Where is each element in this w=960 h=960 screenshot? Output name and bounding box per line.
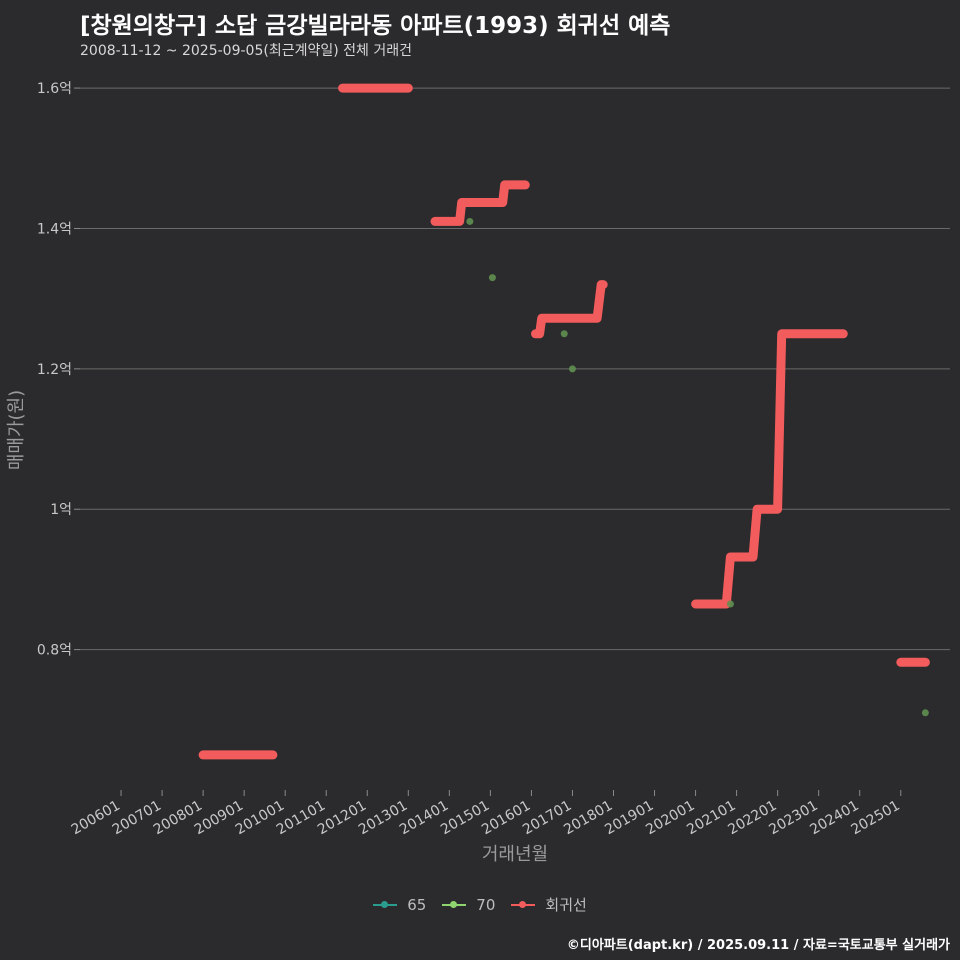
chart-subtitle: 2008-11-12 ~ 2025-09-05(최근계약일) 전체 거래건 bbox=[80, 43, 412, 59]
legend: 65 70 회귀선 bbox=[0, 894, 960, 915]
y-tick-label: 1.4억 bbox=[37, 221, 72, 237]
data-point bbox=[726, 600, 734, 608]
data-point bbox=[466, 217, 474, 225]
regression-line bbox=[198, 83, 930, 760]
y-tick-label: 0.8억 bbox=[37, 643, 72, 659]
legend-item-65[interactable]: 65 bbox=[373, 896, 426, 914]
scatter-points bbox=[466, 217, 929, 717]
legend-label-65: 65 bbox=[407, 895, 427, 914]
legend-key-regression-icon bbox=[511, 898, 536, 912]
y-tick-label: 1억 bbox=[50, 502, 72, 518]
regression-segment bbox=[430, 180, 530, 226]
chart-title: [창원의창구] 소답 금강빌라라동 아파트(1993) 회귀선 예측 bbox=[80, 13, 671, 39]
legend-label-70: 70 bbox=[476, 895, 496, 914]
legend-item-70[interactable]: 70 bbox=[442, 896, 495, 914]
y-tick-label: 1.2억 bbox=[37, 362, 72, 378]
regression-segment bbox=[691, 329, 848, 609]
x-axis-label: 거래년월 bbox=[482, 844, 548, 865]
y-tick-label: 1.6억 bbox=[37, 81, 72, 97]
y-axis-label: 매매가(원) bbox=[6, 390, 27, 470]
legend-key-70-icon bbox=[442, 898, 467, 912]
regression-segment bbox=[531, 280, 608, 339]
data-point bbox=[568, 365, 576, 373]
y-axis-ticks: 0.8억 1억 1.2억 1.4억 1.6억 bbox=[37, 81, 80, 659]
data-point bbox=[488, 274, 496, 282]
legend-key-65-icon bbox=[373, 898, 398, 912]
data-point bbox=[560, 330, 568, 338]
legend-item-regression[interactable]: 회귀선 bbox=[511, 894, 587, 915]
legend-label-regression: 회귀선 bbox=[545, 896, 587, 914]
x-axis-ticks: 2006012007012008012009012010012011012012… bbox=[69, 790, 903, 838]
grid-lines bbox=[80, 87, 950, 651]
source-caption: ©디아파트(dapt.kr) / 2025.09.11 / 자료=국토교통부 실… bbox=[566, 938, 950, 953]
data-point bbox=[921, 709, 929, 717]
